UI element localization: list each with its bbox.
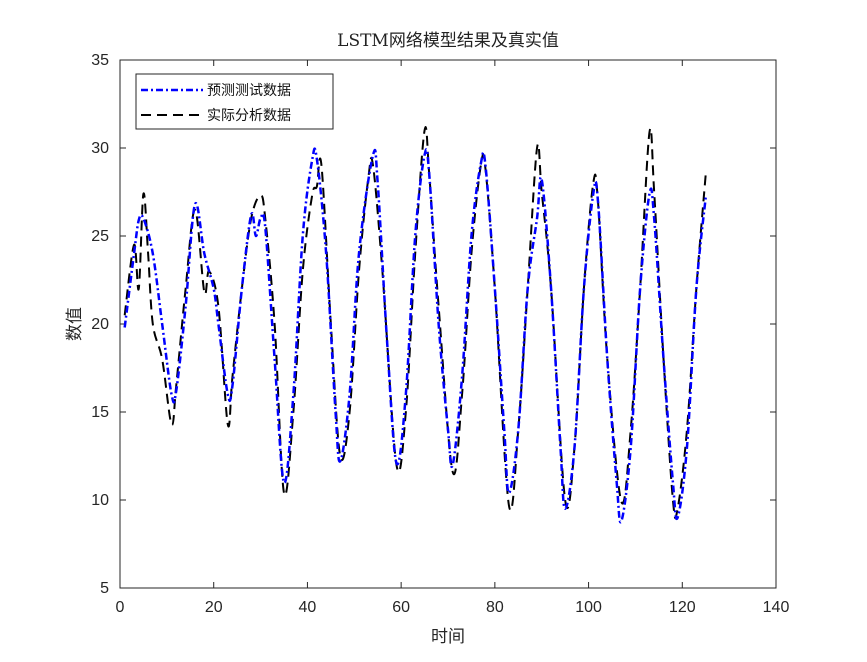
y-tick-label: 15 [91, 404, 109, 421]
x-tick-label: 80 [486, 599, 504, 616]
x-tick-label: 140 [763, 599, 790, 616]
y-tick-label: 10 [91, 492, 109, 509]
y-tick-label: 30 [91, 140, 109, 157]
series-line-predicted [123, 147, 707, 524]
y-tick-label: 35 [91, 52, 109, 69]
y-tick-label: 5 [100, 580, 109, 597]
y-axis-label: 数值 [65, 307, 85, 341]
x-tick-label: 40 [299, 599, 317, 616]
chart-title: LSTM网络模型结果及真实值 [337, 31, 559, 51]
x-tick-label: 100 [575, 599, 602, 616]
y-tick-label: 20 [91, 316, 109, 333]
y-tick-label: 25 [91, 228, 109, 245]
legend-box [135, 73, 334, 130]
x-tick-label: 60 [392, 599, 410, 616]
x-tick-label: 20 [205, 599, 223, 616]
x-tick-label: 0 [116, 599, 125, 616]
x-axis-label: 时间 [431, 627, 465, 647]
legend: 预测测试数据 实际分析数据 [135, 73, 334, 130]
legend-label-predicted: 预测测试数据 [207, 83, 291, 99]
x-tick-label: 120 [669, 599, 696, 616]
plot-area [119, 59, 777, 589]
legend-label-actual: 实际分析数据 [207, 108, 291, 124]
